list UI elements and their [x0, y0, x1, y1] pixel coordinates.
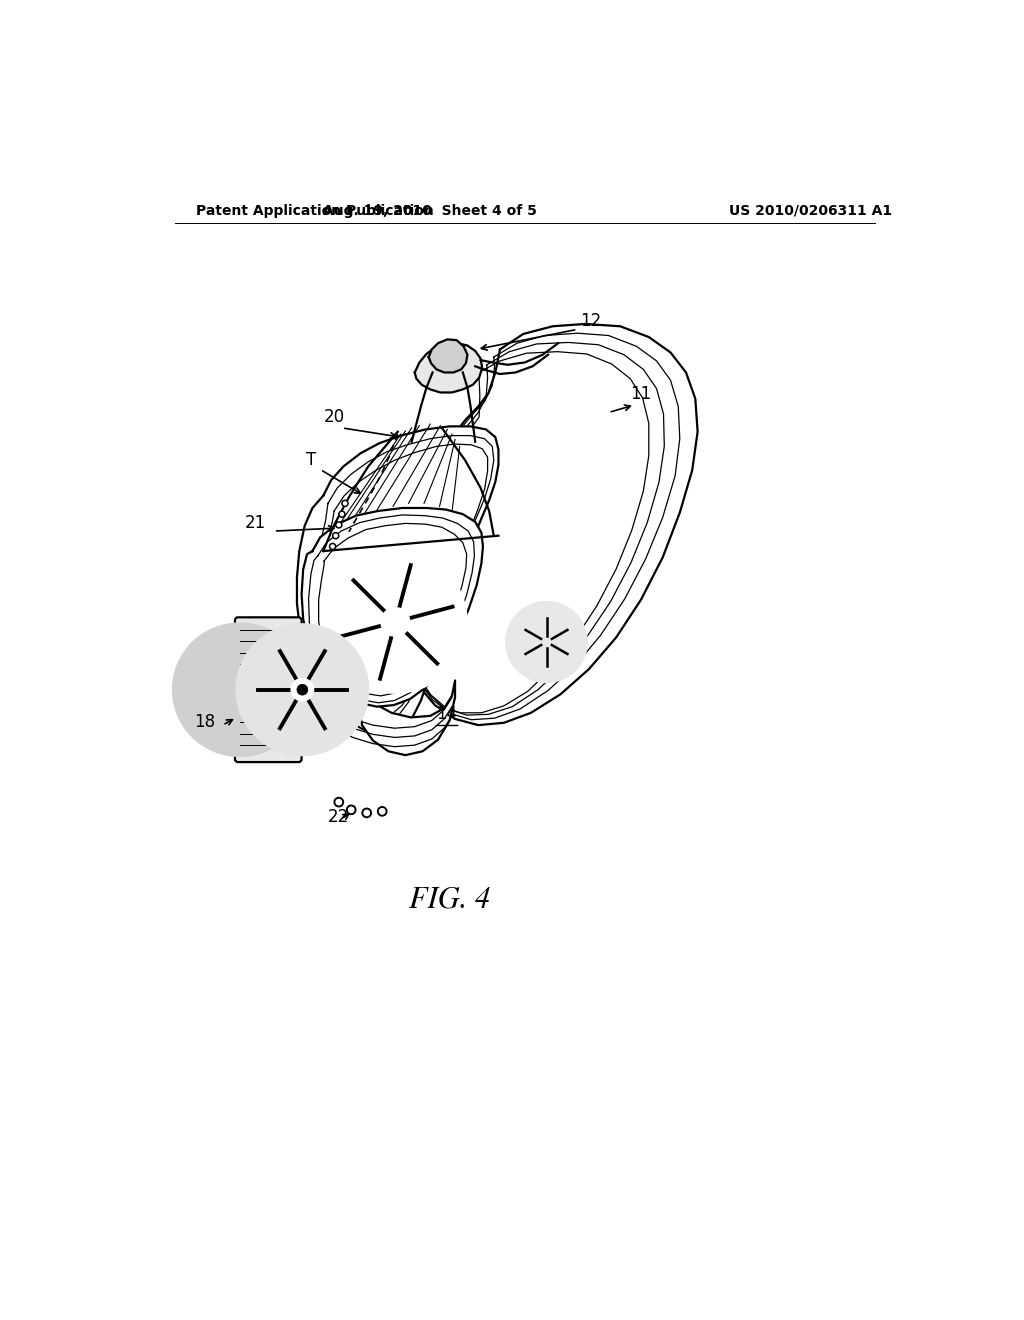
- Circle shape: [388, 614, 403, 630]
- Circle shape: [334, 535, 337, 537]
- Circle shape: [506, 602, 587, 682]
- Text: 11: 11: [630, 384, 651, 403]
- Circle shape: [342, 500, 348, 507]
- Text: 18: 18: [194, 713, 215, 731]
- Text: FIG. 4: FIG. 4: [409, 886, 490, 913]
- Text: Aug. 19, 2010  Sheet 4 of 5: Aug. 19, 2010 Sheet 4 of 5: [324, 203, 538, 218]
- Circle shape: [336, 800, 342, 805]
- Polygon shape: [302, 508, 483, 706]
- Polygon shape: [415, 343, 482, 392]
- Circle shape: [331, 545, 334, 548]
- Circle shape: [339, 511, 345, 517]
- Circle shape: [333, 532, 339, 539]
- Circle shape: [173, 623, 306, 756]
- Text: T: T: [306, 451, 316, 469]
- Text: US 2010/0206311 A1: US 2010/0206311 A1: [729, 203, 892, 218]
- Text: 12: 12: [580, 313, 601, 330]
- Circle shape: [364, 810, 370, 816]
- Circle shape: [348, 807, 354, 813]
- Text: 14: 14: [436, 705, 458, 723]
- Polygon shape: [297, 426, 499, 734]
- Circle shape: [346, 805, 356, 814]
- Circle shape: [237, 624, 369, 755]
- Text: 21: 21: [245, 513, 266, 532]
- Circle shape: [324, 552, 467, 693]
- Polygon shape: [399, 323, 697, 725]
- Circle shape: [330, 544, 336, 549]
- Circle shape: [336, 521, 342, 528]
- Text: 20: 20: [324, 408, 344, 426]
- Circle shape: [297, 684, 308, 696]
- Circle shape: [380, 809, 385, 814]
- Circle shape: [337, 524, 340, 527]
- Circle shape: [381, 609, 410, 636]
- Circle shape: [362, 808, 372, 817]
- Text: Patent Application Publication: Patent Application Publication: [197, 203, 434, 218]
- Polygon shape: [359, 681, 455, 755]
- FancyBboxPatch shape: [234, 618, 302, 762]
- Text: 22: 22: [328, 808, 349, 826]
- Circle shape: [340, 512, 343, 516]
- Polygon shape: [429, 339, 467, 372]
- Circle shape: [334, 797, 343, 807]
- Circle shape: [343, 502, 346, 506]
- Circle shape: [378, 807, 387, 816]
- Circle shape: [292, 678, 313, 701]
